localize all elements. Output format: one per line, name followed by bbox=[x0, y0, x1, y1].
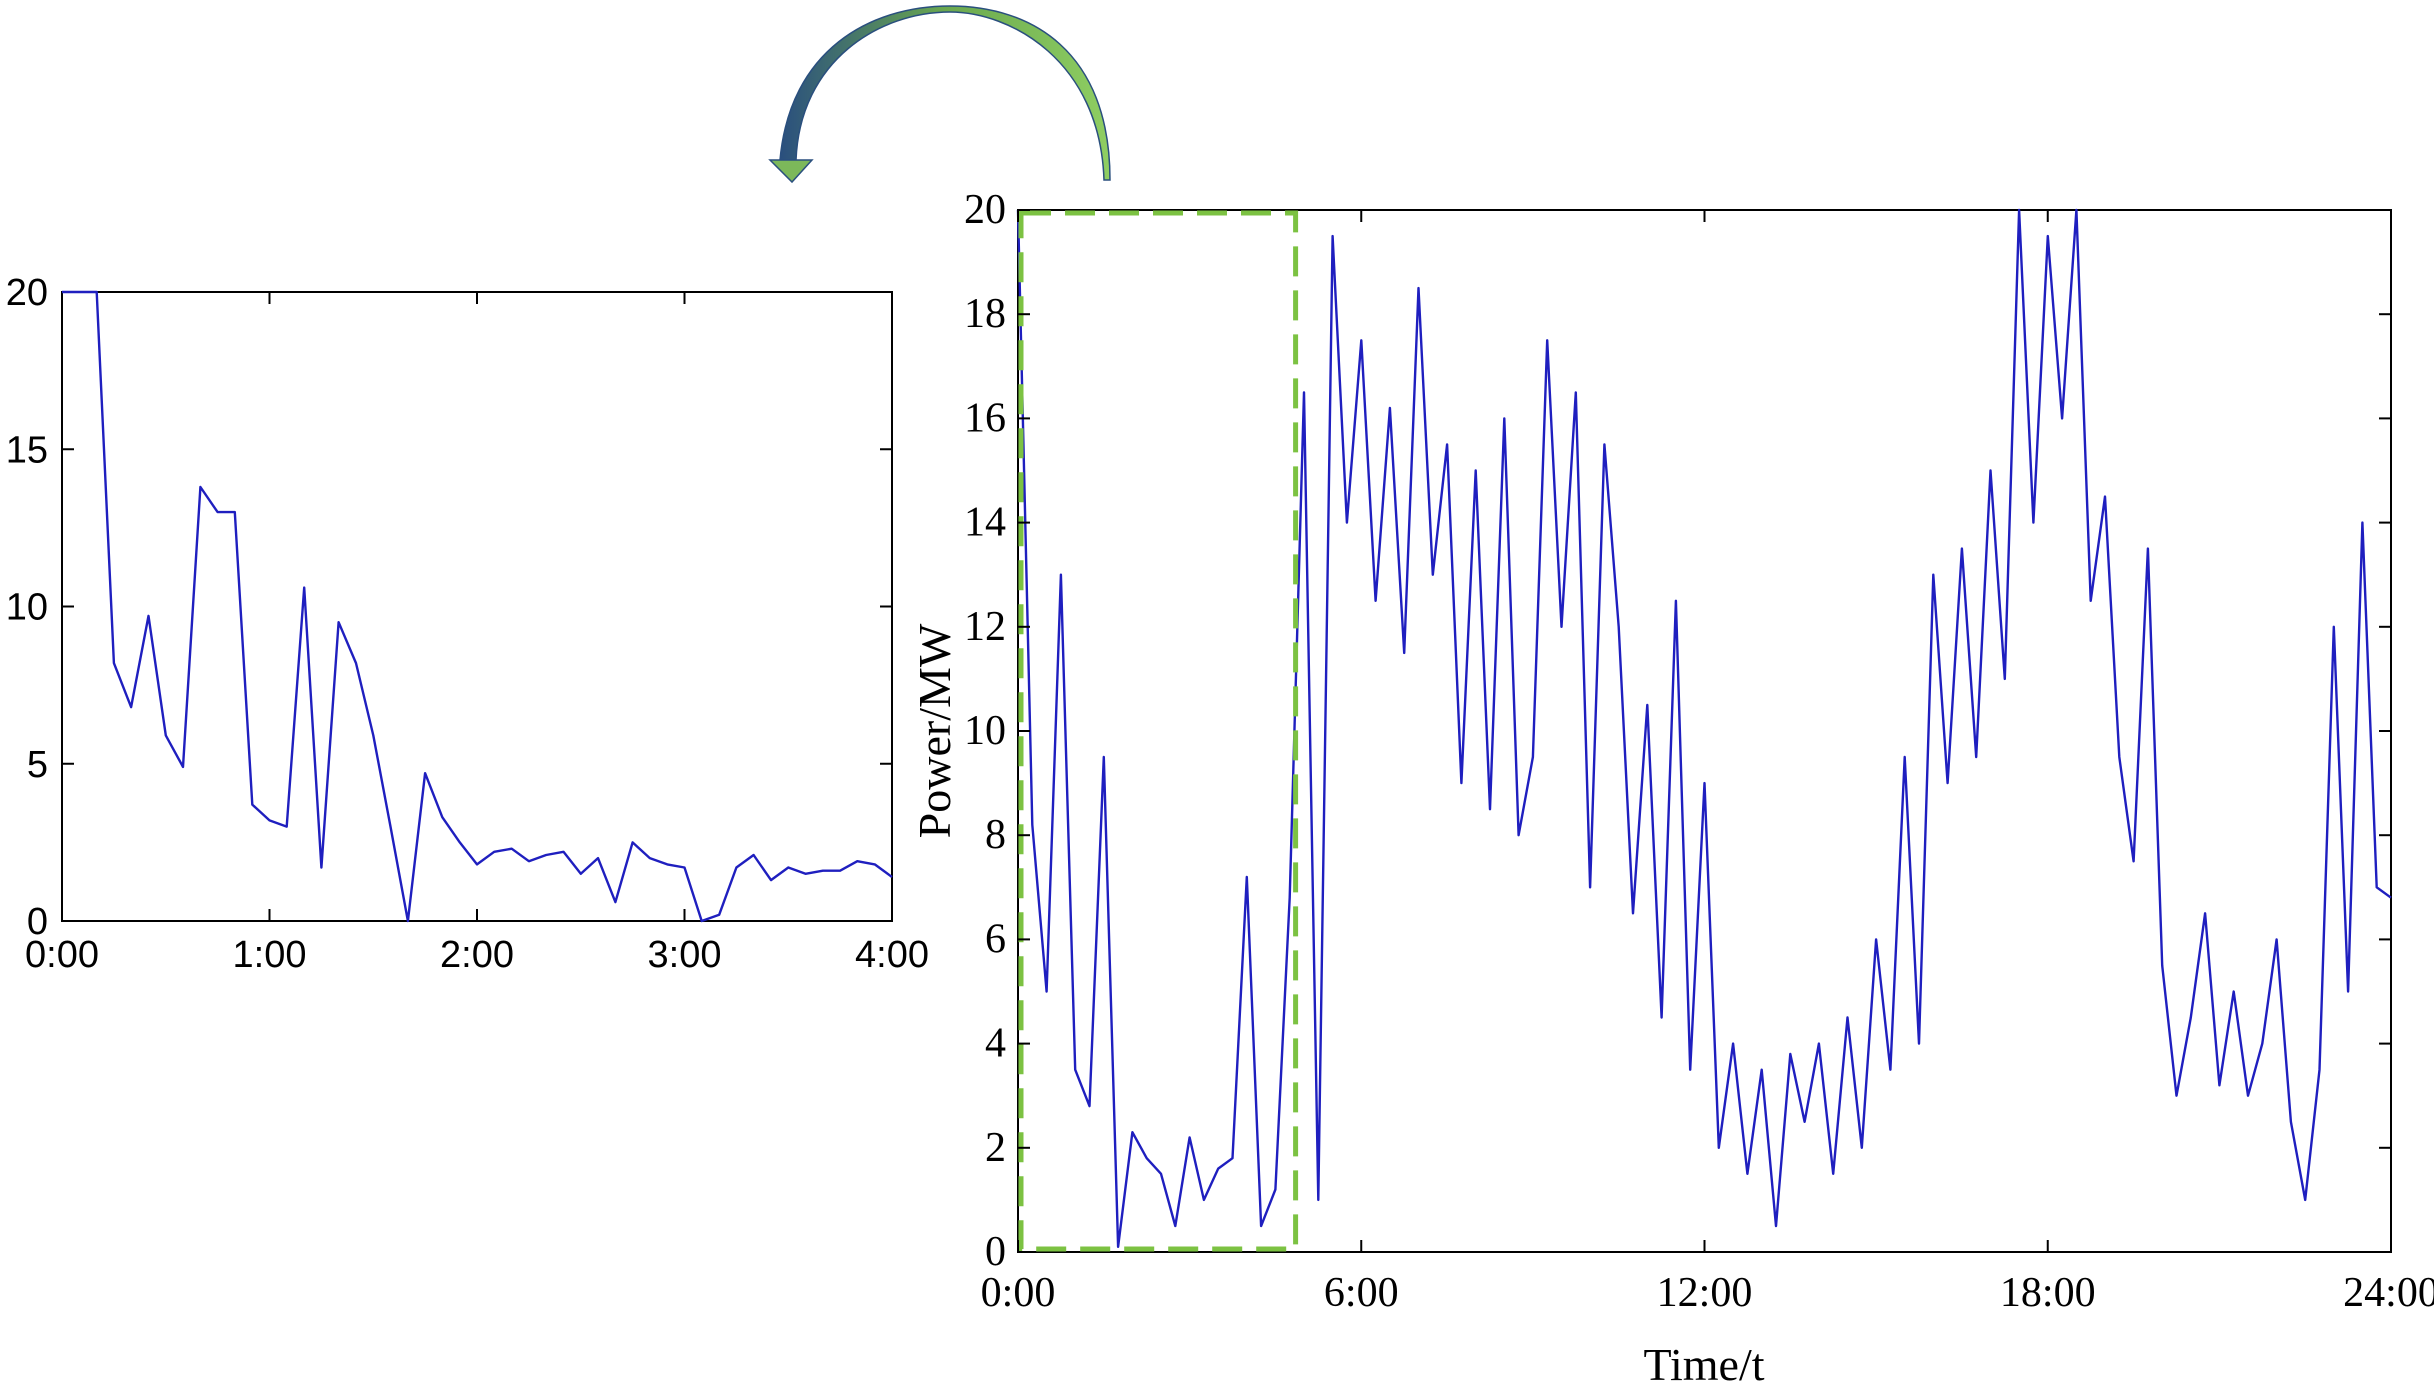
zoom-x-ticks: 0:00 1:00 2:00 3:00 4:00 bbox=[25, 292, 929, 976]
main-x-tick-label: 0:00 bbox=[981, 1270, 1056, 1316]
x-axis-title: Time/t bbox=[1643, 1339, 1764, 1390]
zoom-arrow bbox=[768, 5, 1111, 184]
main-y-tick-label: 10 bbox=[964, 708, 1006, 754]
zoom-x-tick-label: 4:00 bbox=[855, 934, 929, 976]
main-y-tick-label: 6 bbox=[985, 916, 1006, 962]
main-y-tick-label: 12 bbox=[964, 604, 1006, 650]
main-chart: 0:00 6:00 12:00 18:00 24:00 0 2 4 6 8 10 12 14 16 18 2… bbox=[909, 187, 2434, 1390]
zoom-arrow-body bbox=[779, 5, 1111, 181]
zoom-y-tick-label: 0 bbox=[27, 901, 48, 943]
main-y-tick-label: 18 bbox=[964, 291, 1006, 337]
zoom-arrow-head bbox=[768, 159, 814, 184]
main-y-tick-label: 2 bbox=[985, 1125, 1006, 1171]
zoom-y-tick-label: 20 bbox=[6, 272, 48, 314]
zoom-series bbox=[61, 290, 893, 923]
main-x-tick-label: 12:00 bbox=[1657, 1270, 1753, 1316]
main-x-ticks: 0:00 6:00 12:00 18:00 24:00 bbox=[981, 210, 2434, 1316]
zoom-y-tick-label: 15 bbox=[6, 429, 48, 471]
main-y-tick-label: 16 bbox=[964, 395, 1006, 441]
main-y-tick-label: 4 bbox=[985, 1021, 1006, 1067]
main-series-line bbox=[1016, 208, 2392, 1249]
main-x-tick-label: 6:00 bbox=[1324, 1270, 1399, 1316]
main-y-tick-label: 14 bbox=[964, 500, 1006, 546]
zoom-x-tick-label: 2:00 bbox=[440, 934, 514, 976]
main-series bbox=[1016, 208, 2392, 1249]
y-axis-title: Power/MW bbox=[909, 623, 960, 838]
zoom-y-ticks: 0 5 10 15 20 bbox=[6, 272, 892, 943]
zoom-chart: 0:00 1:00 2:00 3:00 4:00 0 5 10 15 20 bbox=[6, 272, 929, 976]
zoom-series-line bbox=[62, 290, 893, 923]
zoom-plot-frame bbox=[61, 291, 893, 922]
main-y-tick-label: 20 bbox=[964, 187, 1006, 233]
main-x-tick-label: 18:00 bbox=[2000, 1270, 2096, 1316]
main-y-tick-label: 8 bbox=[985, 812, 1006, 858]
main-y-ticks: 0 2 4 6 8 10 12 14 16 18 20 bbox=[964, 187, 2391, 1275]
zoom-y-tick-label: 10 bbox=[6, 587, 48, 629]
zoom-x-tick-label: 3:00 bbox=[648, 934, 722, 976]
main-y-tick-label: 0 bbox=[985, 1229, 1006, 1275]
highlight-box bbox=[1018, 210, 1299, 1252]
zoom-x-tick-label: 0:00 bbox=[25, 934, 99, 976]
zoom-x-tick-label: 1:00 bbox=[233, 934, 307, 976]
zoom-y-tick-label: 5 bbox=[27, 744, 48, 786]
main-x-tick-label: 24:00 bbox=[2343, 1270, 2434, 1316]
main-plot-frame bbox=[1017, 209, 2392, 1253]
